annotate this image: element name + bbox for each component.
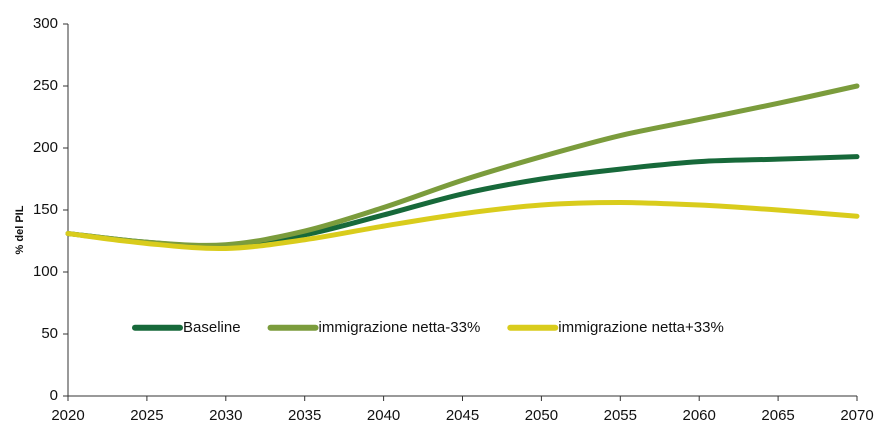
x-tick-label: 2020 [51,407,84,424]
legend-label: Baseline [183,319,241,336]
legend-label: immigrazione netta+33% [558,319,724,336]
x-tick-label: 2040 [367,407,400,424]
x-tick-label: 2065 [761,407,794,424]
y-tick-label: 150 [33,201,58,218]
x-tick-label: 2045 [446,407,479,424]
x-tick-label: 2030 [209,407,242,424]
x-tick-label: 2050 [525,407,558,424]
x-tick-label: 2035 [288,407,321,424]
series-line [65,83,860,248]
y-tick-label: 100 [33,263,58,280]
x-tick-label: 2060 [683,407,716,424]
y-axis-label: % del PIL [14,205,26,254]
y-tick-label: 50 [41,325,58,342]
y-tick-label: 0 [50,387,58,404]
legend-label: immigrazione netta-33% [319,319,481,336]
x-tick-label: 2070 [840,407,873,424]
series-line [65,200,860,252]
series-line [65,154,860,249]
y-tick-label: 250 [33,77,58,94]
x-tick-label: 2055 [604,407,637,424]
x-tick-label: 2025 [130,407,163,424]
y-tick-label: 300 [33,15,58,32]
y-tick-label: 200 [33,139,58,156]
